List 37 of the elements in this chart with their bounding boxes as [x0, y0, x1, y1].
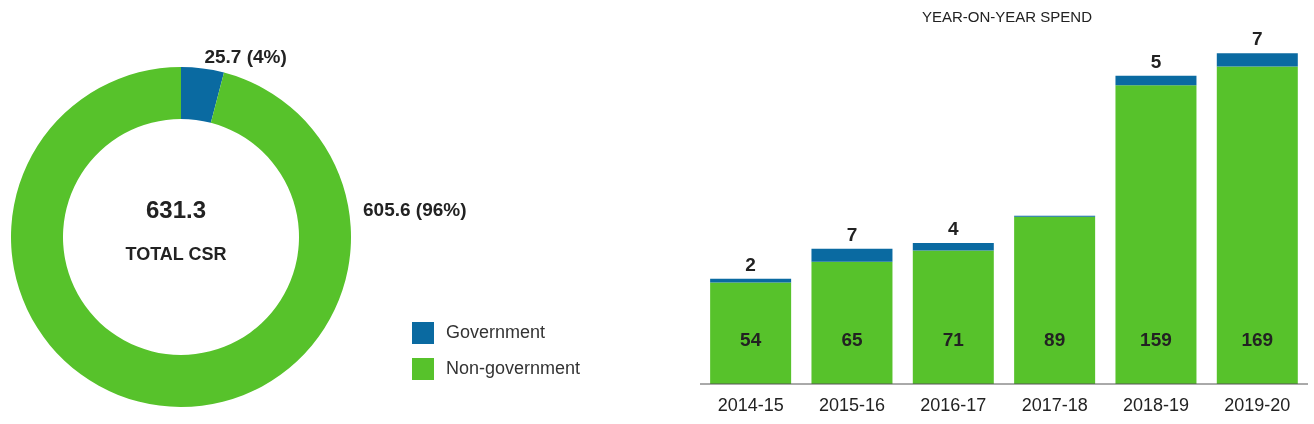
bar: [1216, 53, 1298, 67]
bar: [1115, 85, 1197, 384]
data-label: 25.7 (4%): [204, 46, 287, 67]
bar: [1115, 75, 1197, 86]
bar: [912, 243, 994, 251]
data-label: 605.6 (96%): [363, 198, 467, 220]
text: TOTAL CSR: [124, 244, 228, 265]
data-label: 4: [948, 218, 960, 240]
data-label: 65: [841, 329, 863, 350]
legend-label: Non-government: [445, 358, 580, 378]
bar: [1216, 66, 1298, 384]
data-label: 169: [1241, 329, 1274, 350]
bar: [710, 282, 792, 384]
data-label: 71: [942, 329, 965, 350]
bar: [912, 250, 994, 384]
data-label: 5: [1150, 50, 1162, 72]
chart-title: YEAR-ON-YEAR SPEND: [920, 8, 1093, 25]
data-label: 2: [745, 253, 756, 275]
bar: [710, 278, 792, 283]
x-tick-label: 2019-20: [1224, 394, 1291, 415]
x-tick-label: 2018-19: [1122, 394, 1190, 415]
text: 631.3: [144, 196, 208, 224]
x-tick-label: 2015-16: [818, 394, 886, 415]
bar: [811, 248, 893, 262]
donut-slice: [181, 67, 225, 123]
bar: [811, 261, 893, 384]
data-label: 54: [740, 329, 762, 350]
data-label: 89: [1044, 329, 1066, 350]
x-tick-label: 2014-15: [717, 394, 784, 415]
legend-label: Government: [445, 322, 545, 342]
data-label: 7: [1252, 28, 1263, 50]
bar: [1014, 216, 1096, 384]
donut-slice: [11, 67, 351, 407]
x-tick-label: 2017-18: [1021, 394, 1088, 415]
x-tick-label: 2016-17: [920, 394, 987, 415]
data-label: 7: [846, 223, 858, 245]
data-label: 159: [1140, 329, 1172, 350]
